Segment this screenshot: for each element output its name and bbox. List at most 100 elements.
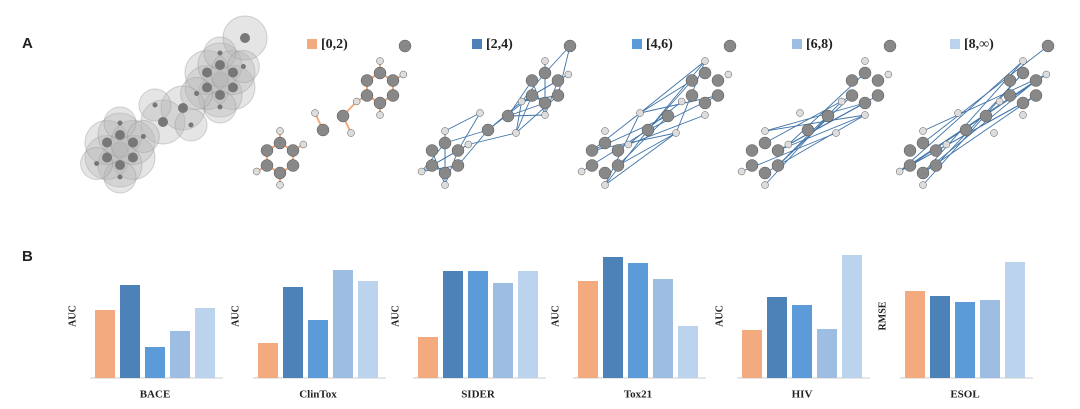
atom — [698, 66, 712, 80]
atom — [252, 167, 261, 176]
y-axis-label: RMSE — [877, 301, 888, 330]
atom — [685, 89, 699, 102]
atom — [260, 144, 274, 157]
atom — [273, 166, 287, 180]
atom — [541, 57, 549, 65]
atom — [227, 82, 238, 93]
atom — [399, 70, 408, 79]
atom — [115, 160, 125, 170]
atom — [94, 161, 100, 166]
bar — [443, 271, 463, 378]
y-axis-label: AUC — [714, 305, 725, 327]
atom — [215, 90, 225, 100]
atom — [929, 144, 943, 157]
atom — [883, 39, 897, 53]
atom — [861, 111, 869, 119]
x-axis-label: BACE — [140, 389, 171, 401]
atom — [240, 33, 250, 43]
atom — [194, 91, 200, 96]
atom — [723, 39, 737, 53]
bar — [333, 270, 353, 378]
legend-swatch — [950, 39, 960, 49]
bar — [980, 300, 1000, 378]
atom — [845, 89, 859, 102]
edge — [764, 114, 866, 132]
atom — [476, 109, 484, 117]
y-axis-label: AUC — [550, 305, 561, 327]
edge — [457, 112, 481, 151]
atom — [611, 159, 625, 172]
edge — [515, 101, 523, 134]
molecular-graph — [577, 39, 737, 189]
atom — [286, 159, 300, 172]
atom — [685, 74, 699, 87]
bar — [678, 326, 698, 378]
atom — [942, 140, 951, 149]
bar — [1005, 262, 1025, 378]
atom — [286, 144, 300, 157]
legend-swatch — [632, 39, 642, 49]
atom — [451, 159, 465, 172]
atom — [672, 129, 680, 137]
atom — [538, 96, 552, 110]
molecular-graph — [417, 39, 577, 189]
edge — [764, 102, 866, 132]
atom — [577, 167, 586, 176]
edge — [764, 115, 829, 186]
bar — [955, 302, 975, 378]
atom — [837, 97, 846, 106]
atom — [737, 167, 746, 176]
atom — [215, 60, 225, 70]
legend-label: [0,2) — [321, 37, 348, 52]
atom — [227, 67, 238, 78]
edge — [777, 114, 866, 151]
molecular-graph — [895, 39, 1055, 189]
bar — [817, 329, 837, 378]
space-filling-model — [80, 15, 268, 194]
atom — [661, 109, 675, 123]
atom — [202, 82, 213, 93]
atom — [601, 181, 609, 189]
panel-label: B — [22, 248, 33, 265]
bar — [468, 271, 488, 378]
atom — [441, 181, 449, 189]
legend-label: [6,8) — [806, 37, 833, 52]
atom — [761, 127, 769, 135]
atom — [801, 123, 815, 137]
edge — [444, 112, 481, 132]
bar — [418, 337, 438, 378]
bar — [792, 305, 812, 378]
x-axis-label: Tox21 — [624, 389, 652, 401]
bar — [283, 287, 303, 378]
atom — [677, 97, 686, 106]
x-axis-label: HIV — [792, 389, 813, 401]
atom — [117, 120, 123, 126]
atom — [636, 109, 644, 117]
bar — [578, 281, 598, 378]
atom — [1003, 74, 1017, 87]
atom — [451, 144, 465, 157]
atom — [959, 123, 973, 137]
atom — [563, 39, 577, 53]
atom — [441, 127, 449, 135]
edge — [557, 45, 571, 96]
y-axis-label: AUC — [230, 305, 241, 327]
atom — [701, 111, 709, 119]
edge — [647, 60, 706, 131]
atom — [1029, 89, 1043, 102]
atom — [260, 159, 274, 172]
molecular-graph — [252, 39, 412, 189]
edge — [628, 101, 682, 145]
bar — [308, 320, 328, 378]
atom — [481, 123, 495, 137]
bar — [742, 330, 762, 378]
molecular-graph — [737, 39, 897, 189]
y-axis-label: AUC — [67, 305, 78, 327]
atom — [784, 140, 793, 149]
atom — [127, 137, 138, 148]
x-axis-label: SIDER — [461, 389, 496, 401]
atom — [316, 123, 330, 137]
atom — [598, 136, 612, 150]
legend-swatch — [792, 39, 802, 49]
atom — [512, 129, 520, 137]
